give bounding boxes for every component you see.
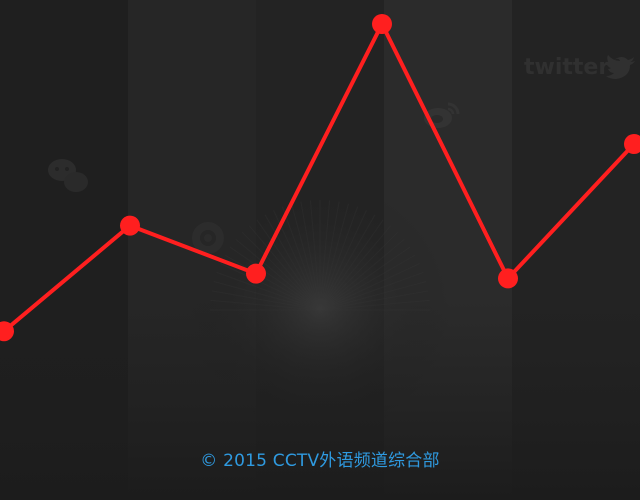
camera-icon [192,222,224,254]
twitter-icon: twitter [524,55,635,80]
data-point [246,263,266,284]
copyright-text: © 2015 CCTV外语频道综合部 [200,451,440,471]
series-line [2,22,636,333]
wechat-icon [48,159,88,192]
data-point [624,134,640,154]
data-point [0,321,14,342]
data-point [120,215,140,236]
data-point [498,268,518,289]
series-layer [0,14,640,342]
twitter-wordmark: twitter [524,55,609,80]
bottom-fade [0,300,640,500]
data-point [372,14,392,34]
